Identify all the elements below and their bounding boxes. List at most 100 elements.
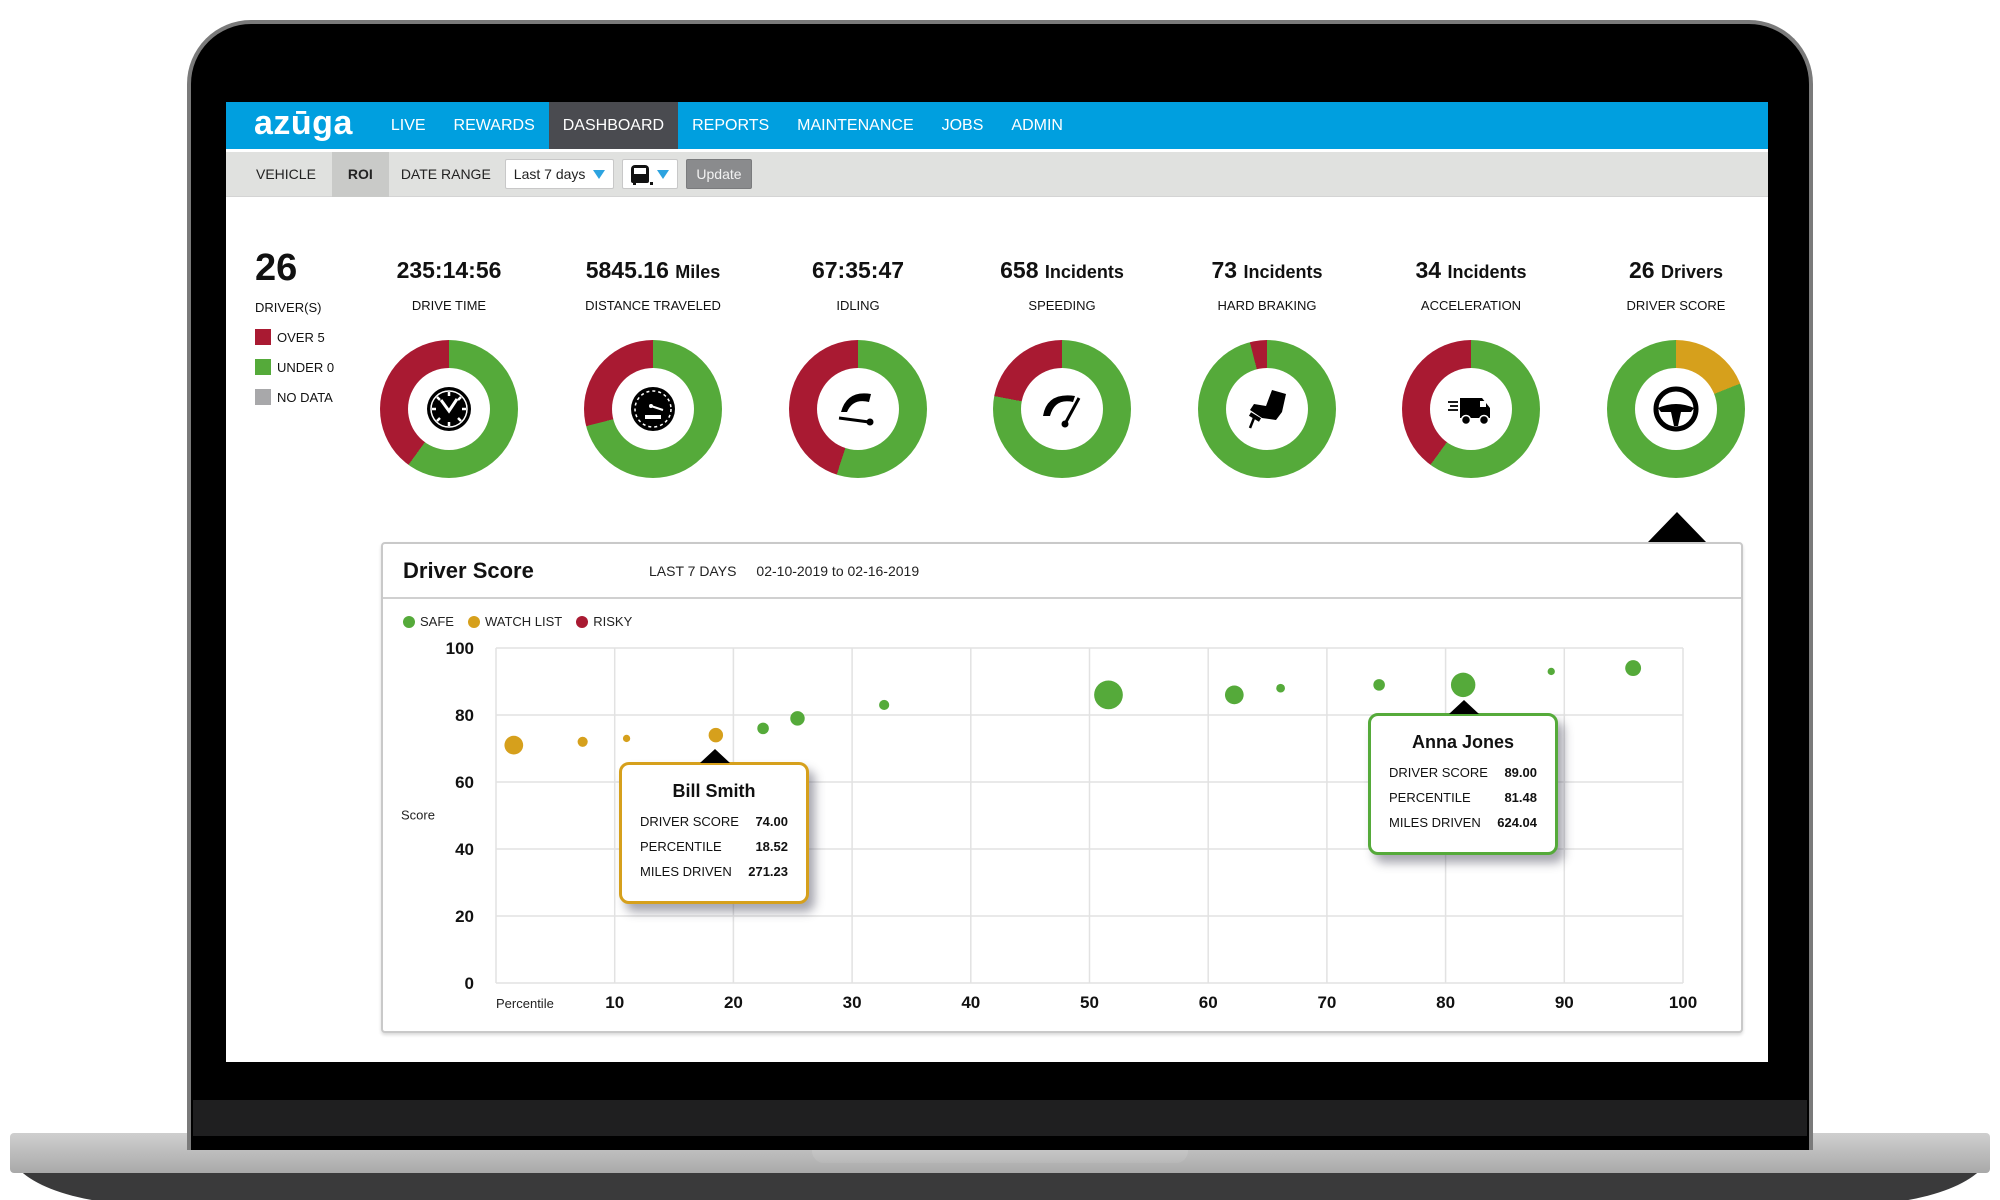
watch-dot-icon: [467, 615, 480, 628]
donut-center: [817, 368, 899, 450]
row-label: PERCENTILE: [640, 839, 722, 854]
laptop-chin: [193, 1100, 1807, 1136]
update-button[interactable]: Update: [686, 159, 752, 189]
nav-rewards[interactable]: REWARDS: [453, 117, 535, 134]
drivers-label: DRIVER(S): [255, 300, 322, 315]
data-point[interactable]: [757, 722, 769, 735]
data-point[interactable]: [1276, 683, 1285, 693]
azuga-logo[interactable]: azūga: [254, 104, 353, 142]
selected-pointer: [1648, 512, 1706, 542]
data-point[interactable]: [790, 711, 805, 726]
nav-live[interactable]: LIVE: [390, 117, 426, 134]
svg-text:80: 80: [455, 706, 474, 725]
date-range-select[interactable]: Last 7 days: [504, 159, 615, 189]
acceleration-donut[interactable]: [1402, 340, 1540, 478]
drivers-count: 26: [255, 247, 298, 289]
tooltip-row: PERCENTILE 18.52: [640, 839, 788, 854]
svg-text:60: 60: [455, 773, 474, 792]
donut-center: [1635, 368, 1717, 450]
row-label: MILES DRIVEN: [640, 864, 732, 879]
stat-value: 658: [1000, 257, 1039, 283]
nav-reports[interactable]: REPORTS: [692, 117, 770, 134]
legend-safe[interactable]: SAFE: [403, 614, 454, 629]
distance-donut[interactable]: [584, 340, 722, 478]
stat-value: 26: [1628, 257, 1655, 283]
date-range-value: Last 7 days: [513, 166, 586, 182]
nav-jobs[interactable]: JOBS: [941, 117, 984, 134]
donut-center: [1226, 368, 1308, 450]
stat-value: 5845.16: [585, 257, 669, 283]
tooltip-arrow: [700, 749, 730, 763]
svg-text:20: 20: [455, 907, 474, 926]
tooltip-row: MILES DRIVEN 624.04: [1389, 815, 1537, 830]
svg-text:100: 100: [1669, 993, 1697, 1012]
data-point[interactable]: [879, 699, 890, 711]
gray-swatch: [255, 389, 271, 405]
tab-roi[interactable]: ROI: [331, 151, 389, 197]
chart-legend: SAFE WATCH LIST RISKY: [403, 614, 646, 629]
stat-label: DRIVE TIME: [411, 298, 487, 313]
stat-label: IDLING: [836, 298, 880, 313]
data-point[interactable]: [577, 736, 588, 747]
tooltip-arrow: [1449, 700, 1479, 714]
stat-value: 34: [1415, 257, 1442, 283]
stat-label: SPEEDING: [1028, 298, 1096, 313]
legend-watch-list[interactable]: WATCH LIST: [467, 614, 562, 629]
stat-label: HARD BRAKING: [1217, 298, 1317, 313]
data-point[interactable]: [504, 735, 524, 755]
safe-dot-icon: [403, 615, 415, 628]
app-screen: azūga LIVE REWARDS DASHBOARD REPORTS MAI…: [226, 102, 1768, 1062]
nav-maintenance[interactable]: MAINTENANCE: [797, 117, 914, 134]
row-value: 624.04: [1497, 815, 1537, 830]
row-label: DRIVER SCORE: [1389, 765, 1488, 780]
chevron-down-icon: [657, 169, 670, 179]
data-point[interactable]: [1094, 680, 1123, 710]
hard-braking-donut[interactable]: [1198, 340, 1336, 478]
tab-vehicle[interactable]: VEHICLE: [256, 165, 316, 182]
stat-label: DRIVER SCORE: [1626, 298, 1726, 313]
tooltip-row: MILES DRIVEN 271.23: [640, 864, 788, 879]
vehicle-type-select[interactable]: [622, 159, 679, 189]
data-point[interactable]: [1450, 672, 1476, 698]
stat-label: DISTANCE TRAVELED: [585, 298, 721, 313]
stat-label: ACCELERATION: [1420, 298, 1522, 313]
odometer-icon: [631, 387, 675, 431]
speeding-donut[interactable]: [993, 340, 1131, 478]
stat-unit: Incidents: [1447, 262, 1527, 282]
stat-unit: Incidents: [1243, 262, 1323, 282]
legend-over-5: OVER 5: [255, 329, 334, 345]
legend-under-0: UNDER 0: [255, 359, 334, 375]
data-point[interactable]: [622, 734, 631, 743]
drive-time-donut[interactable]: [380, 340, 518, 478]
data-point[interactable]: [708, 727, 724, 743]
scatter-plot: 0 20 40 60 80 100 10 20 30 40 50 60 70 80 90 100 Percent…: [401, 639, 1697, 1012]
data-point[interactable]: [1625, 660, 1642, 677]
date-range-label: DATE RANGE: [400, 166, 491, 182]
svg-text:20: 20: [724, 993, 743, 1012]
row-value: 18.52: [755, 839, 788, 854]
data-point[interactable]: [1547, 667, 1555, 676]
svg-text:Percentile: Percentile: [496, 996, 554, 1011]
stat-value: 67:35:47: [811, 257, 905, 283]
svg-text:40: 40: [455, 840, 474, 859]
steering-wheel-icon: [1653, 386, 1699, 432]
data-point[interactable]: [1373, 679, 1385, 691]
row-value: 74.00: [755, 814, 788, 829]
driver-score-donut[interactable]: [1607, 340, 1745, 478]
speedometer-icon: [1043, 395, 1081, 428]
idling-donut[interactable]: [789, 340, 927, 478]
data-point[interactable]: [1224, 685, 1244, 705]
nav-admin[interactable]: ADMIN: [1011, 117, 1063, 134]
legend-risky[interactable]: RISKY: [576, 614, 632, 629]
donut-center: [1430, 368, 1512, 450]
stat-acceleration: 34 Incidents ACCELERATION: [1371, 257, 1571, 313]
idle-gauge-icon: [838, 393, 874, 426]
nav-dashboard[interactable]: DASHBOARD: [548, 102, 679, 149]
date-range-text: 02-10-2019 to 02-16-2019: [756, 562, 920, 579]
row-value: 89.00: [1504, 765, 1537, 780]
stat-value: 73: [1211, 257, 1238, 283]
svg-text:70: 70: [1317, 993, 1336, 1012]
legend-label: RISKY: [593, 614, 633, 629]
tooltip-row: DRIVER SCORE 89.00: [1389, 765, 1537, 780]
red-swatch: [255, 329, 271, 345]
